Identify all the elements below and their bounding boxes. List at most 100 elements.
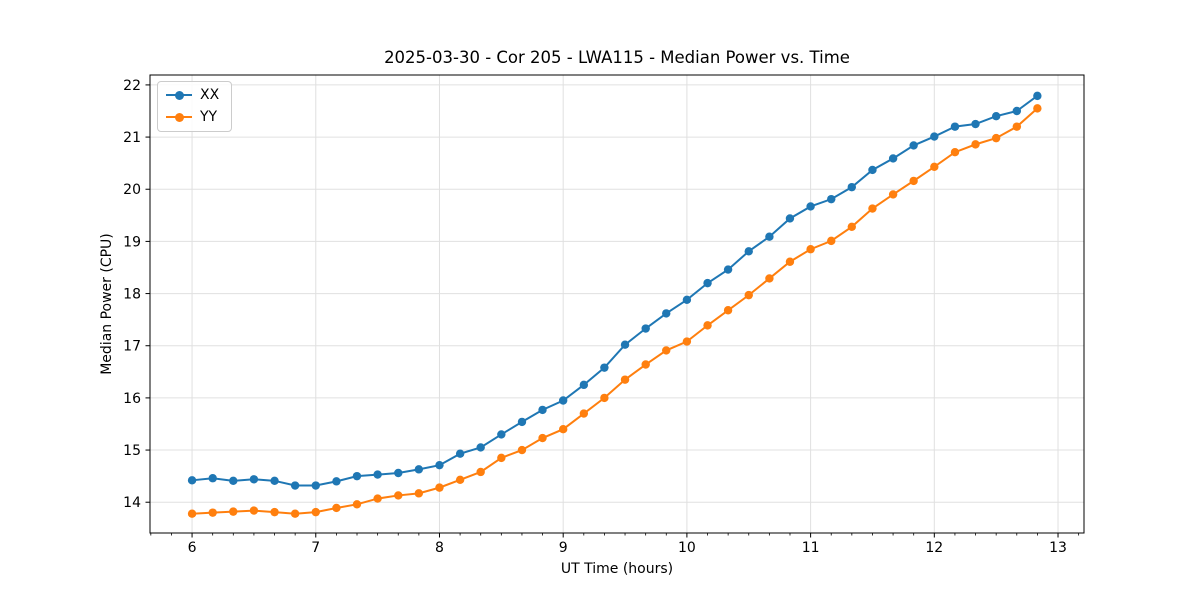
data-point-xx [600, 363, 609, 372]
data-point-xx [868, 165, 877, 175]
data-point-xx [847, 182, 856, 192]
data-point-yy [827, 236, 836, 246]
data-point-xx [744, 247, 753, 256]
data-point-xx [785, 214, 795, 223]
data-point-xx [641, 324, 650, 333]
data-point-xx [723, 265, 733, 274]
chart-title: 2025-03-30 - Cor 205 - LWA115 - Median P… [384, 48, 850, 67]
legend-entry-yy: YY [166, 109, 219, 125]
legend-label: XX [200, 87, 220, 103]
data-point-yy [229, 507, 238, 516]
x-tick-label: 7 [311, 540, 320, 556]
legend-line-marker-icon [166, 112, 192, 122]
x-tick-label: 11 [802, 540, 820, 556]
data-point-yy [558, 424, 568, 434]
data-point-yy [497, 453, 506, 463]
data-point-yy [847, 222, 856, 231]
data-point-xx [373, 470, 382, 479]
data-point-yy [785, 257, 795, 266]
data-point-xx [476, 443, 485, 452]
data-point-yy [1033, 104, 1042, 113]
data-point-yy [290, 509, 300, 518]
legend: XX YY [157, 81, 233, 132]
data-point-xx [208, 474, 217, 483]
data-point-yy [476, 467, 485, 477]
legend-line-marker-icon [166, 90, 192, 100]
data-point-xx [558, 396, 568, 405]
data-point-yy [703, 321, 712, 330]
data-point-yy [311, 507, 320, 517]
data-point-xx [662, 309, 671, 318]
data-point-yy [455, 475, 465, 484]
data-point-xx [352, 471, 362, 481]
data-point-xx [909, 141, 918, 150]
data-point-xx [1033, 91, 1042, 101]
data-point-yy [930, 162, 939, 172]
data-point-xx [249, 475, 259, 484]
data-point-xx [579, 380, 589, 390]
legend-entry-xx: XX [166, 87, 219, 103]
data-point-xx [435, 460, 444, 470]
y-tick-label: 15 [123, 443, 141, 459]
x-tick-label: 9 [559, 540, 568, 556]
y-tick-label: 17 [123, 339, 141, 355]
data-point-xx [394, 468, 403, 478]
data-point-yy [187, 509, 197, 518]
y-tick-label: 21 [123, 130, 141, 146]
data-point-yy [414, 489, 424, 498]
data-point-xx [950, 122, 960, 131]
x-tick-label: 6 [188, 540, 197, 556]
data-point-xx [270, 476, 279, 486]
plot-border [149, 74, 1085, 534]
data-point-yy [723, 306, 733, 315]
data-point-yy [352, 500, 362, 509]
x-tick-label: 8 [435, 540, 444, 556]
data-point-yy [765, 274, 774, 283]
data-point-yy [744, 290, 753, 300]
y-tick-label: 19 [123, 234, 141, 250]
x-tick-label: 10 [678, 540, 696, 556]
data-point-yy [991, 133, 1001, 143]
x-tick-label: 13 [1049, 540, 1067, 556]
data-point-xx [517, 417, 527, 427]
data-point-xx [332, 477, 341, 486]
data-point-xx [682, 295, 692, 305]
data-point-xx [1012, 106, 1022, 116]
data-point-xx [827, 194, 836, 204]
x-axis-label: UT Time (hours) [560, 561, 674, 577]
y-tick-label: 18 [123, 287, 141, 303]
data-point-yy [888, 190, 898, 199]
data-point-yy [538, 433, 547, 443]
y-tick-label: 20 [123, 182, 141, 198]
series-line-xx [191, 95, 1038, 487]
data-point-xx [311, 481, 320, 490]
data-point-yy [641, 360, 650, 369]
data-point-yy [517, 445, 527, 455]
y-axis-label: Median Power (CPU) [99, 233, 115, 375]
data-point-yy [373, 494, 382, 503]
data-point-xx [455, 449, 465, 458]
data-point-yy [662, 346, 671, 355]
data-point-xx [888, 154, 898, 163]
data-point-xx [229, 476, 238, 486]
data-point-xx [538, 405, 547, 415]
y-tick-label: 14 [123, 495, 141, 511]
data-point-yy [806, 245, 815, 254]
data-point-xx [806, 202, 815, 211]
data-point-xx [187, 476, 197, 485]
y-tick-label: 16 [123, 391, 141, 407]
y-tick-label: 22 [123, 78, 141, 94]
x-tick-label: 12 [925, 540, 943, 556]
data-point-xx [971, 119, 980, 129]
data-point-xx [290, 481, 300, 490]
data-point-xx [991, 112, 1001, 121]
data-point-yy [950, 148, 960, 157]
data-point-xx [620, 340, 630, 349]
data-point-yy [971, 140, 980, 149]
data-point-yy [909, 176, 918, 186]
data-point-yy [208, 508, 217, 517]
data-point-yy [435, 483, 444, 492]
series-line-yy [192, 107, 1039, 515]
data-point-xx [930, 132, 939, 141]
